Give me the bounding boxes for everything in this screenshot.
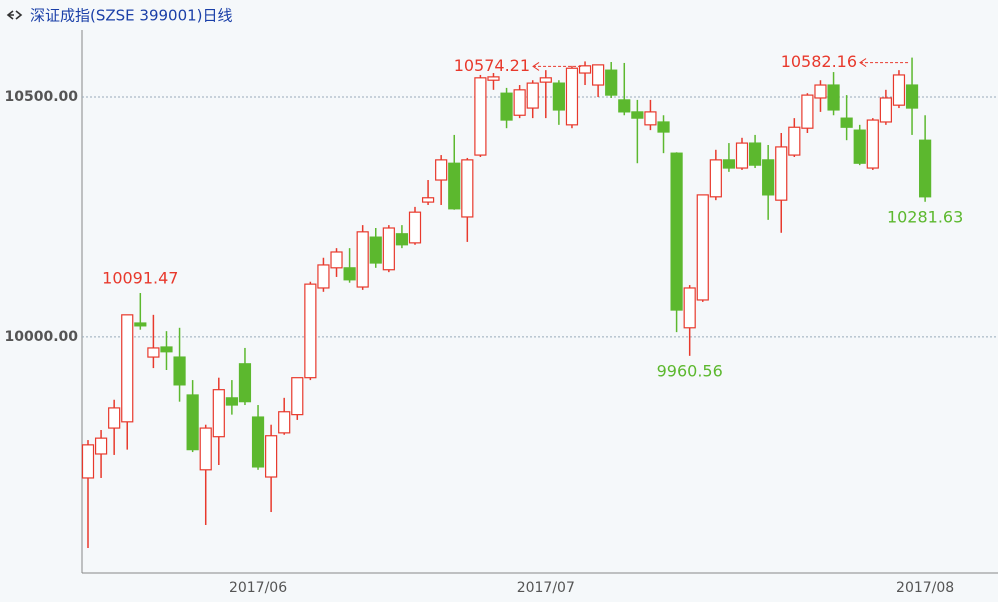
candle-body xyxy=(94,437,108,455)
candle-body xyxy=(919,139,932,198)
candle-body xyxy=(801,94,814,129)
candle-body xyxy=(827,84,840,111)
candle-body xyxy=(225,397,238,406)
candle-body xyxy=(526,82,539,109)
candle-body xyxy=(251,416,265,468)
candle-body xyxy=(618,99,631,113)
candle-body xyxy=(605,69,618,96)
title-icon xyxy=(6,10,23,20)
candle-body xyxy=(788,126,801,156)
candle-body xyxy=(291,377,304,416)
candle-body xyxy=(121,314,134,423)
candle-body xyxy=(853,129,866,164)
candle-body xyxy=(683,287,696,329)
annotation-arrowhead xyxy=(859,58,867,68)
candle-body xyxy=(421,197,435,203)
candle-body xyxy=(644,111,657,126)
candle-body xyxy=(448,162,461,210)
candle-body xyxy=(552,82,565,111)
x-tick-label: 2017/07 xyxy=(517,580,575,596)
candle-body xyxy=(500,92,513,121)
candle-body xyxy=(108,407,121,429)
candle-body xyxy=(461,159,474,218)
x-tick-label: 2017/08 xyxy=(896,580,954,596)
candle-body xyxy=(382,227,395,271)
candle-body xyxy=(317,264,330,289)
candle-body xyxy=(265,435,278,478)
candle-body xyxy=(238,363,252,403)
candle-body xyxy=(565,67,579,126)
candle-body xyxy=(592,64,605,86)
candle-body xyxy=(173,356,186,386)
candle-body xyxy=(343,267,356,281)
candle-body xyxy=(748,142,762,166)
candle-body xyxy=(147,347,160,358)
candle-body xyxy=(709,159,722,198)
candle-body xyxy=(278,411,291,434)
annotation: 10281.63 xyxy=(887,207,963,226)
candle-body xyxy=(735,142,749,169)
candle-body xyxy=(722,159,736,169)
candle-body xyxy=(905,84,919,109)
candle-body xyxy=(81,444,95,479)
candle-body xyxy=(186,394,199,451)
annotation: 10582.16 xyxy=(781,52,857,71)
candle-body xyxy=(775,146,788,201)
candle-body xyxy=(578,65,592,74)
candle-body xyxy=(160,346,173,353)
candle-body xyxy=(212,389,225,438)
candle-body xyxy=(435,159,448,181)
candle-body xyxy=(369,236,382,264)
candle-body xyxy=(657,121,670,133)
candle-body xyxy=(892,74,906,106)
annotation: 10574.21 xyxy=(454,56,530,75)
y-tick-label: 10000.00 xyxy=(4,329,78,345)
candle-body xyxy=(631,111,644,119)
annotation: 9960.56 xyxy=(657,361,723,380)
candle-body xyxy=(866,119,879,169)
candle-body xyxy=(395,233,409,246)
candle-body xyxy=(408,211,422,244)
y-tick-label: 10500.00 xyxy=(4,89,78,105)
candle-body xyxy=(487,76,500,81)
candle-body xyxy=(199,427,212,471)
candle-body xyxy=(304,283,317,379)
candle-body xyxy=(474,77,487,156)
annotation-arrowhead xyxy=(532,61,540,71)
candle-body xyxy=(134,322,147,327)
candle-body xyxy=(762,159,775,196)
candle-body xyxy=(696,194,709,301)
candle-body xyxy=(879,97,892,123)
candle-body xyxy=(670,152,683,311)
x-tick-label: 2017/06 xyxy=(229,580,287,596)
candle-body xyxy=(539,77,552,83)
annotation: 10091.47 xyxy=(102,269,178,288)
candle-body xyxy=(513,89,526,116)
candle-body xyxy=(840,117,853,128)
candle-body xyxy=(356,231,369,288)
candle-body xyxy=(330,251,343,269)
chart-title: 深证成指(SZSE 399001)日线 xyxy=(30,7,233,25)
candle-body xyxy=(814,84,827,99)
